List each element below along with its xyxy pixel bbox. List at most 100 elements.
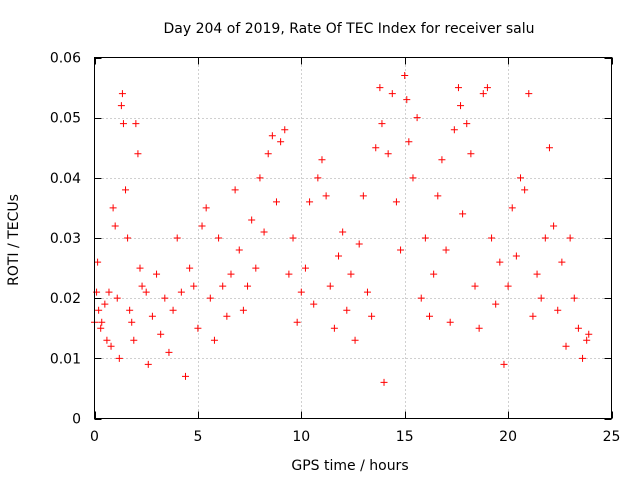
y-tick-label: 0 [72, 412, 81, 428]
data-point [550, 222, 558, 230]
data-point [148, 312, 156, 320]
data-point [500, 360, 508, 368]
data-point [306, 198, 314, 206]
data-point [94, 258, 102, 266]
data-point [128, 318, 136, 326]
data-point [413, 114, 421, 122]
data-point [446, 318, 454, 326]
data-point [157, 330, 165, 338]
data-point [115, 354, 123, 362]
x-tick-label: 5 [193, 429, 202, 445]
data-point [248, 216, 256, 224]
data-point [512, 252, 520, 260]
data-point [107, 342, 115, 350]
data-point [521, 186, 529, 194]
data-point [301, 264, 309, 272]
x-tick-label: 20 [499, 429, 517, 445]
data-point [343, 306, 351, 314]
data-point [122, 186, 130, 194]
data-point [508, 204, 516, 212]
data-point [117, 102, 125, 110]
data-point [134, 150, 142, 158]
data-point [169, 306, 177, 314]
data-point [403, 96, 411, 104]
y-axis-label: ROTI / TECUs [6, 194, 22, 286]
axis-ticks [94, 57, 613, 420]
data-point [142, 288, 150, 296]
data-point [359, 192, 367, 200]
data-point [525, 90, 533, 98]
data-point [363, 288, 371, 296]
data-point [450, 126, 458, 134]
data-point [463, 120, 471, 128]
data-point [434, 192, 442, 200]
data-point [219, 282, 227, 290]
data-point [409, 174, 417, 182]
data-point [173, 234, 181, 242]
data-point [119, 120, 127, 128]
data-point [426, 312, 434, 320]
data-point [260, 228, 268, 236]
x-axis-label: GPS time / hours [291, 458, 408, 474]
data-point [351, 336, 359, 344]
data-point [268, 132, 276, 140]
data-point [206, 294, 214, 302]
data-point [570, 294, 578, 302]
data-point [103, 336, 111, 344]
data-point [186, 264, 194, 272]
data-point [438, 156, 446, 164]
data-point [368, 312, 376, 320]
data-point [297, 288, 305, 296]
data-point [144, 360, 152, 368]
data-point [421, 234, 429, 242]
data-point [132, 120, 140, 128]
data-point [585, 330, 593, 338]
y-tick-label: 0.05 [50, 111, 81, 127]
data-point [252, 264, 260, 272]
y-tick-label: 0.03 [50, 231, 81, 247]
data-point [231, 186, 239, 194]
data-point [483, 84, 491, 92]
data-point [223, 312, 231, 320]
x-tick-labels: 0 5 10 15 20 25 [90, 429, 620, 445]
data-point [479, 90, 487, 98]
data-point [335, 252, 343, 260]
data-point [98, 318, 106, 326]
data-point [130, 336, 138, 344]
data-point [392, 198, 400, 206]
data-point [97, 324, 105, 332]
data-point [256, 174, 264, 182]
data-point [126, 306, 134, 314]
data-point [314, 174, 322, 182]
data-point [136, 264, 144, 272]
data-point [310, 300, 318, 308]
y-tick-labels: 0 0.01 0.02 0.03 0.04 0.05 0.06 [50, 51, 81, 428]
data-point [372, 144, 380, 152]
x-tick-label: 15 [396, 429, 414, 445]
data-point [161, 294, 169, 302]
data-point [554, 306, 562, 314]
data-point [388, 90, 396, 98]
y-tick-label: 0.06 [50, 51, 81, 67]
data-point [165, 348, 173, 356]
x-tick-label: 10 [292, 429, 310, 445]
data-point [545, 144, 553, 152]
data-point [339, 228, 347, 236]
data-point [442, 246, 450, 254]
data-point [574, 324, 582, 332]
grid-lines [94, 57, 612, 419]
data-point [504, 282, 512, 290]
data-point [378, 120, 386, 128]
chart-title: Day 204 of 2019, Rate Of TEC Index for r… [163, 21, 534, 37]
data-point [467, 150, 475, 158]
data-point [566, 234, 574, 242]
data-point [558, 258, 566, 266]
data-point [244, 282, 252, 290]
data-point [181, 372, 189, 380]
data-point [118, 90, 126, 98]
y-tick-label: 0.02 [50, 291, 81, 307]
data-point [529, 312, 537, 320]
data-point [347, 270, 355, 278]
data-point [318, 156, 326, 164]
y-tick-label: 0.01 [50, 351, 81, 367]
